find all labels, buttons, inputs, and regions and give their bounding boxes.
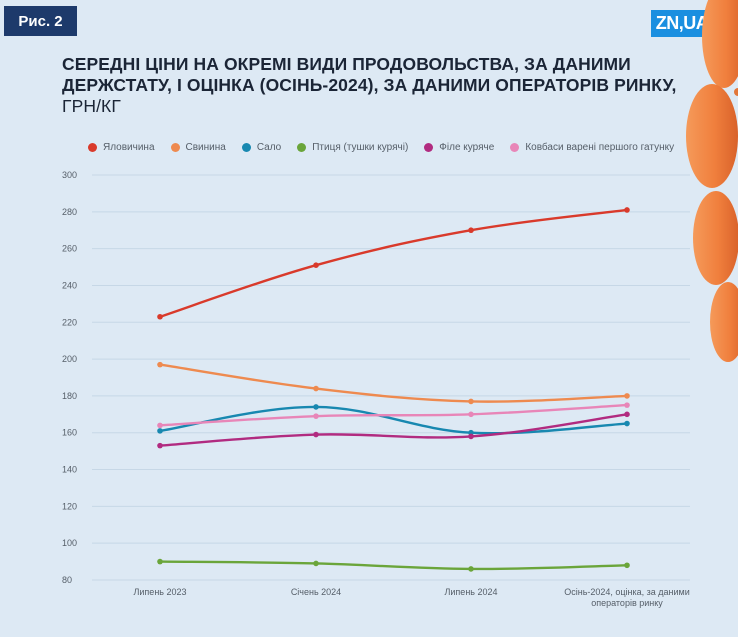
data-point <box>468 398 474 405</box>
series-line <box>158 363 629 403</box>
data-point <box>313 413 319 419</box>
sausage-link <box>693 191 738 285</box>
y-tick-label: 180 <box>62 391 77 401</box>
data-point <box>157 428 163 434</box>
series-line <box>158 560 629 571</box>
y-tick-label: 260 <box>62 244 77 254</box>
data-point <box>313 262 319 269</box>
figure-label: Рис. 2 <box>4 6 77 36</box>
sausage-link <box>734 88 738 96</box>
y-tick-label: 240 <box>62 280 77 290</box>
data-point <box>157 442 163 449</box>
data-point <box>624 393 630 399</box>
chart-title: СЕРЕДНІ ЦІНИ НА ОКРЕМІ ВИДИ ПРОДОВОЛЬСТВ… <box>62 54 682 117</box>
legend-swatch <box>297 143 307 152</box>
legend-swatch <box>510 143 520 152</box>
legend-label: Сало <box>256 142 282 153</box>
x-axis-labels: Липень 2023 Січень 2024 Липень 2024 Осінь-2… <box>134 587 690 608</box>
legend-swatch <box>241 143 251 152</box>
data-point <box>313 404 319 410</box>
chart-grid <box>92 174 690 581</box>
sausage-link <box>710 282 738 362</box>
series-line <box>158 403 629 427</box>
x-tick-label: Січень 2024 <box>291 587 341 597</box>
data-point <box>624 420 630 427</box>
y-tick-label: 200 <box>62 354 77 364</box>
legend-item: Яловичина <box>88 142 155 153</box>
y-tick-label: 160 <box>62 428 77 438</box>
chart-legend: Яловичина Свинина Сало Птиця (тушки курячі)… <box>88 142 674 153</box>
legend-swatch <box>424 143 434 152</box>
legend-item: Свинина <box>170 142 226 153</box>
legend-item: Філе куряче <box>424 142 494 153</box>
data-point <box>468 433 474 440</box>
sausage-link <box>686 84 738 188</box>
data-point <box>157 313 163 320</box>
legend-label: Яловичина <box>103 142 155 153</box>
y-tick-label: 100 <box>62 538 77 548</box>
data-point <box>468 566 474 572</box>
data-point <box>157 361 163 368</box>
x-tick-label: Липень 2023 <box>134 587 187 597</box>
data-point <box>624 402 630 408</box>
legend-swatch <box>88 143 97 152</box>
y-tick-label: 80 <box>62 575 72 585</box>
data-point <box>313 385 319 392</box>
series-line <box>158 413 629 447</box>
legend-swatch <box>170 143 180 152</box>
series-line <box>158 208 629 318</box>
series-line <box>158 405 629 435</box>
data-point <box>313 560 319 567</box>
legend-label: Свинина <box>185 142 226 153</box>
y-axis-labels: 80 100 120 140 160 180 200 220 240 260 280 300 <box>62 170 77 585</box>
x-tick-label: Осінь-2024, оцінка, за даними операторів … <box>564 587 690 608</box>
x-tick-label: Липень 2024 <box>445 587 498 597</box>
sausage-illustration <box>686 0 738 362</box>
data-point <box>468 411 474 418</box>
legend-label: Птиця (тушки курячі) <box>312 142 409 153</box>
sausage-link <box>702 0 738 88</box>
data-point <box>468 227 474 234</box>
series-points <box>157 207 630 572</box>
y-tick-label: 300 <box>62 170 77 180</box>
legend-item: Сало <box>241 142 282 153</box>
legend-label: Ковбаси варені першого гатунку <box>525 142 675 153</box>
brand-logo: ZN,UA <box>651 10 713 37</box>
data-point <box>624 562 630 569</box>
y-tick-label: 220 <box>62 317 77 327</box>
data-point <box>157 422 163 429</box>
data-point <box>157 558 163 565</box>
series-lines <box>158 208 629 571</box>
chart-title-unit: ГРН/КГ <box>62 96 121 116</box>
chart-title-main: СЕРЕДНІ ЦІНИ НА ОКРЕМІ ВИДИ ПРОДОВОЛЬСТВ… <box>62 54 677 95</box>
y-tick-label: 280 <box>62 207 77 217</box>
legend-item: Ковбаси варені першого гатунку <box>510 142 674 153</box>
legend-item: Птиця (тушки курячі) <box>297 142 408 153</box>
data-point <box>313 431 319 438</box>
y-tick-label: 140 <box>62 465 77 475</box>
legend-label: Філе куряче <box>439 142 495 153</box>
data-point <box>624 207 630 213</box>
data-point <box>624 411 630 418</box>
y-tick-label: 120 <box>62 501 77 511</box>
